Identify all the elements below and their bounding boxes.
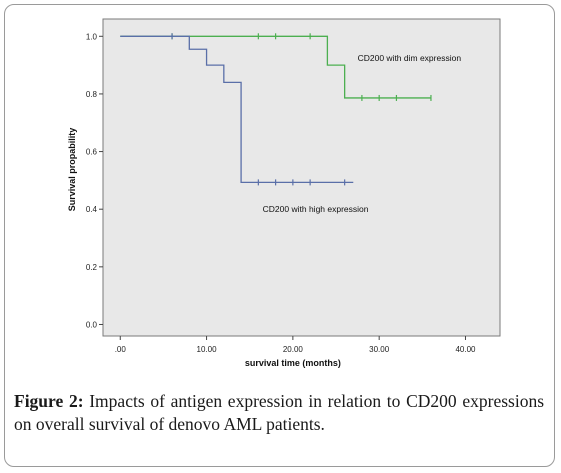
x-axis-title: survival time (months) <box>245 358 341 368</box>
y-tick-label: 0.6 <box>86 148 98 157</box>
y-axis-title: Survival propability <box>67 128 77 212</box>
series-line-high <box>120 35 354 184</box>
y-tick-label: 0.2 <box>86 263 98 272</box>
series-layer <box>120 33 432 186</box>
x-tick-label: 40.00 <box>455 345 476 354</box>
figure-label: Figure 2: <box>14 391 84 411</box>
x-axis: .00 10.00 20.00 30.00 40.00 <box>115 336 476 354</box>
x-tick-label: 20.00 <box>283 345 304 354</box>
figure-caption: Figure 2: Impacts of antigen expression … <box>14 390 544 436</box>
y-axis: 0.0 0.2 0.4 0.6 0.8 1.0 <box>86 32 103 329</box>
x-tick-label: 30.00 <box>369 345 390 354</box>
plot-area <box>102 18 501 337</box>
y-tick-label: 0.8 <box>86 90 98 99</box>
y-tick-label: 0.4 <box>86 205 98 214</box>
series-line-dim <box>120 35 431 99</box>
survival-chart: 0.0 0.2 0.4 0.6 0.8 1.0 .00 10.00 20.00 30.00 40.… <box>67 18 501 368</box>
y-tick-label: 0.0 <box>86 320 98 329</box>
y-tick-label: 1.0 <box>86 32 98 41</box>
x-tick-label: 10.00 <box>197 345 218 354</box>
figure-caption-text: Impacts of antigen expression in relatio… <box>14 391 545 434</box>
series-label-high: CD200 with high expression <box>263 204 369 214</box>
x-tick-label: .00 <box>115 345 127 354</box>
series-label-dim: CD200 with dim expression <box>358 53 462 63</box>
